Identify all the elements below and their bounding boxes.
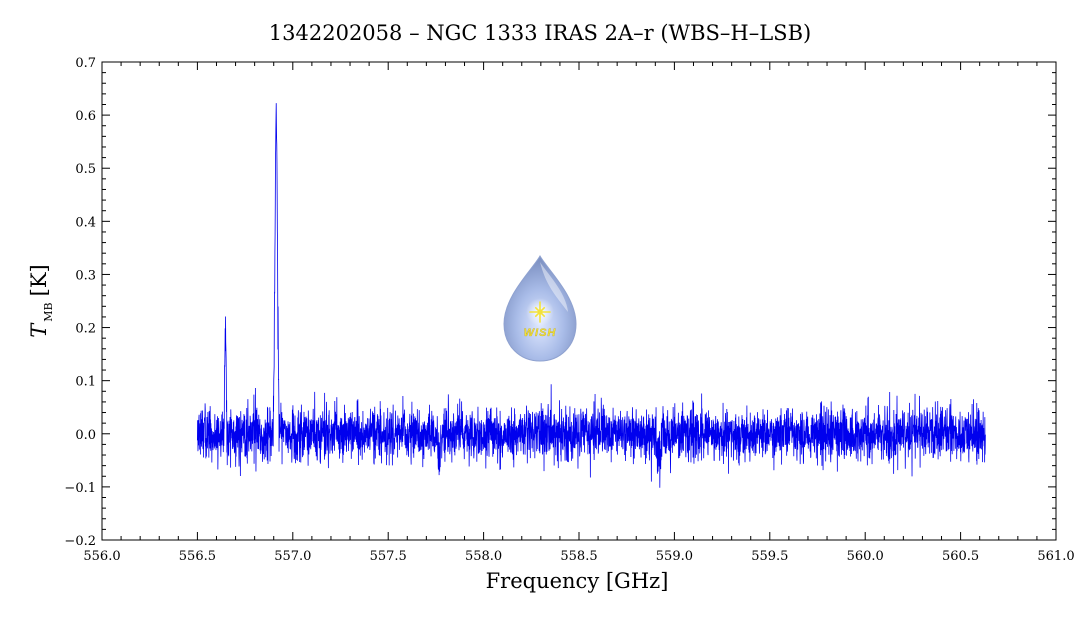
x-tick-label: 560.5 [942, 549, 979, 564]
y-tick-label: 0.7 [75, 56, 96, 71]
wish-logo: WISH [503, 254, 577, 362]
x-axis-label: Frequency [GHz] [486, 569, 669, 593]
svg-text:TMB[K]: TMB [K] [27, 264, 55, 337]
x-tick-label: 557.5 [370, 549, 407, 564]
y-tick-label: 0.1 [75, 375, 96, 390]
x-tick-label: 556.0 [83, 549, 120, 564]
y-tick-label: 0.0 [75, 428, 96, 443]
y-tick-label: 0.3 [75, 268, 96, 283]
x-tick-label: 556.5 [179, 549, 216, 564]
chart-title: 1342202058 – NGC 1333 IRAS 2A–r (WBS–H–L… [269, 21, 811, 45]
spectrum-series-line [197, 103, 986, 488]
y-tick-label: 0.6 [75, 109, 96, 124]
y-tick-label: −0.2 [64, 534, 96, 549]
logo-text: WISH [524, 327, 557, 339]
y-tick-label: 0.2 [75, 322, 96, 337]
x-tick-label: 561.0 [1037, 549, 1074, 564]
x-tick-label: 560.0 [847, 549, 884, 564]
star-icon [529, 301, 551, 323]
x-tick-label: 558.0 [465, 549, 502, 564]
y-axis-label-unit: [K] [27, 264, 51, 296]
x-tick-label: 559.0 [656, 549, 693, 564]
plot-frame [101, 61, 1057, 541]
x-tick-label: 558.5 [560, 549, 597, 564]
y-axis: −0.2 −0.1 0.0 0.1 0.2 0.3 0.4 0.5 0.6 0.7 [64, 56, 1056, 549]
y-tick-label: −0.1 [64, 481, 96, 496]
y-axis-label: TMB [K] [27, 264, 55, 337]
y-axis-label-subscript: MB [42, 302, 55, 321]
x-tick-label: 559.5 [751, 549, 788, 564]
y-axis-label-symbol: T [27, 322, 51, 338]
x-axis: 556.0 556.5 557.0 557.5 558.0 558.5 559.0 559.5… [83, 62, 1075, 564]
x-tick-label: 557.0 [274, 549, 311, 564]
y-tick-label: 0.4 [75, 215, 96, 230]
y-tick-label: 0.5 [75, 162, 96, 177]
